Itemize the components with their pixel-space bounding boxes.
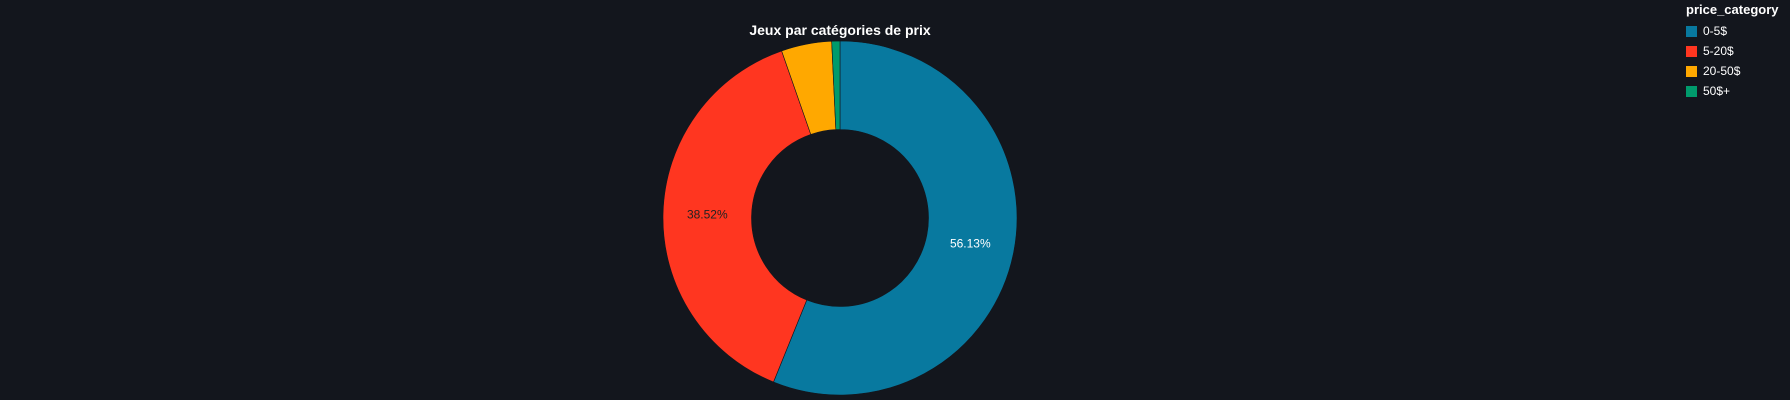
slice-50[interactable]: [831, 40, 841, 130]
legend-swatch: [1686, 45, 1697, 57]
legend-swatch: [1686, 65, 1697, 77]
legend-label: 5-20$: [1703, 44, 1734, 58]
legend-item-50-plus[interactable]: 50$+: [1686, 81, 1779, 101]
legend-swatch: [1686, 25, 1697, 37]
chart-title: Jeux par catégories de prix: [749, 22, 931, 38]
legend-item-20-50[interactable]: 20-50$: [1686, 61, 1779, 81]
legend: price_category 0-5$ 5-20$ 20-50$ 50$+: [1686, 2, 1779, 101]
slice-5-20[interactable]: [662, 50, 812, 383]
legend-label: 0-5$: [1703, 24, 1728, 38]
legend-title: price_category: [1686, 2, 1779, 17]
slice-0-5[interactable]: [773, 40, 1018, 396]
donut-slices: [662, 40, 1018, 396]
slice-value-label: 56.13%: [950, 236, 991, 250]
legend-swatch: [1686, 85, 1697, 97]
slice-value-label: 38.52%: [687, 208, 728, 222]
legend-item-0-5[interactable]: 0-5$: [1686, 21, 1779, 41]
legend-item-5-20[interactable]: 5-20$: [1686, 41, 1779, 61]
legend-label: 50$+: [1703, 84, 1731, 98]
slice-labels: 56.13% 38.52%: [687, 208, 991, 251]
legend-label: 20-50$: [1703, 64, 1741, 78]
